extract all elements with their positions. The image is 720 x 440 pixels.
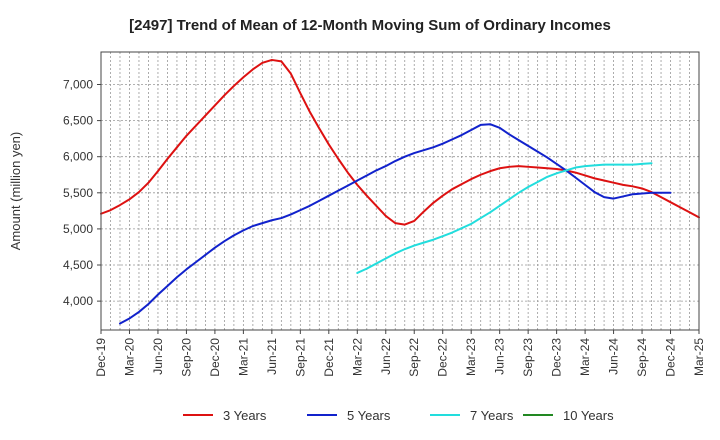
series-line-7-years — [356, 162, 653, 274]
y-tick-label: 7,000 — [63, 77, 93, 91]
x-tick-label: Dec-19 — [94, 338, 108, 377]
x-tick-label: Sep-20 — [179, 338, 193, 377]
x-tick-label: Mar-20 — [122, 338, 136, 376]
y-ticks: 4,000 4,500 5,000 5,500 6,000 6,500 7,000 — [63, 77, 101, 308]
plot-frame — [100, 51, 700, 331]
y-tick-label: 5,500 — [63, 186, 93, 200]
x-tick-label: Mar-25 — [692, 338, 706, 376]
x-tick-label: Dec-24 — [664, 338, 678, 377]
y-tick-label: 4,000 — [63, 294, 93, 308]
x-tick-label: Sep-21 — [293, 338, 307, 377]
x-tick-label: Sep-22 — [407, 338, 421, 377]
y-tick-label: 5,000 — [63, 222, 93, 236]
x-tick-label: Sep-24 — [635, 338, 649, 377]
legend: 3 Years 5 Years 7 Years 10 Years — [183, 408, 614, 423]
x-tick-label: Jun-22 — [379, 338, 393, 375]
x-tick-label: Mar-22 — [350, 338, 364, 376]
legend-label: 7 Years — [470, 408, 514, 423]
plot-area — [101, 52, 699, 330]
series-line-5-years — [118, 123, 672, 325]
x-ticks: Dec-19 Mar-20 Jun-20 Sep-20 Dec-20 Mar-21 Jun-… — [94, 330, 706, 377]
x-tick-label: Jun-21 — [265, 338, 279, 375]
x-tick-label: Dec-23 — [550, 338, 564, 377]
y-tick-label: 6,500 — [63, 114, 93, 128]
x-tick-label: Jun-20 — [151, 338, 165, 375]
legend-label: 10 Years — [563, 408, 614, 423]
series-line-3-years — [100, 58, 700, 226]
chart-title: [2497] Trend of Mean of 12-Month Moving … — [129, 17, 611, 34]
x-tick-label: Jun-23 — [493, 338, 507, 375]
x-tick-label: Mar-24 — [578, 338, 592, 376]
x-tick-label: Dec-21 — [322, 338, 336, 377]
x-tick-label: Mar-21 — [236, 338, 250, 376]
legend-label: 5 Years — [347, 408, 391, 423]
x-tick-label: Dec-22 — [436, 338, 450, 377]
x-tick-label: Sep-23 — [521, 338, 535, 377]
x-tick-label: Mar-23 — [464, 338, 478, 376]
legend-label: 3 Years — [223, 408, 267, 423]
y-tick-label: 4,500 — [63, 258, 93, 272]
series-layer — [100, 58, 700, 325]
y-tick-label: 6,000 — [63, 150, 93, 164]
x-tick-label: Dec-20 — [208, 338, 222, 377]
y-axis-label: Amount (million yen) — [8, 132, 23, 251]
x-tick-label: Jun-24 — [607, 338, 621, 375]
